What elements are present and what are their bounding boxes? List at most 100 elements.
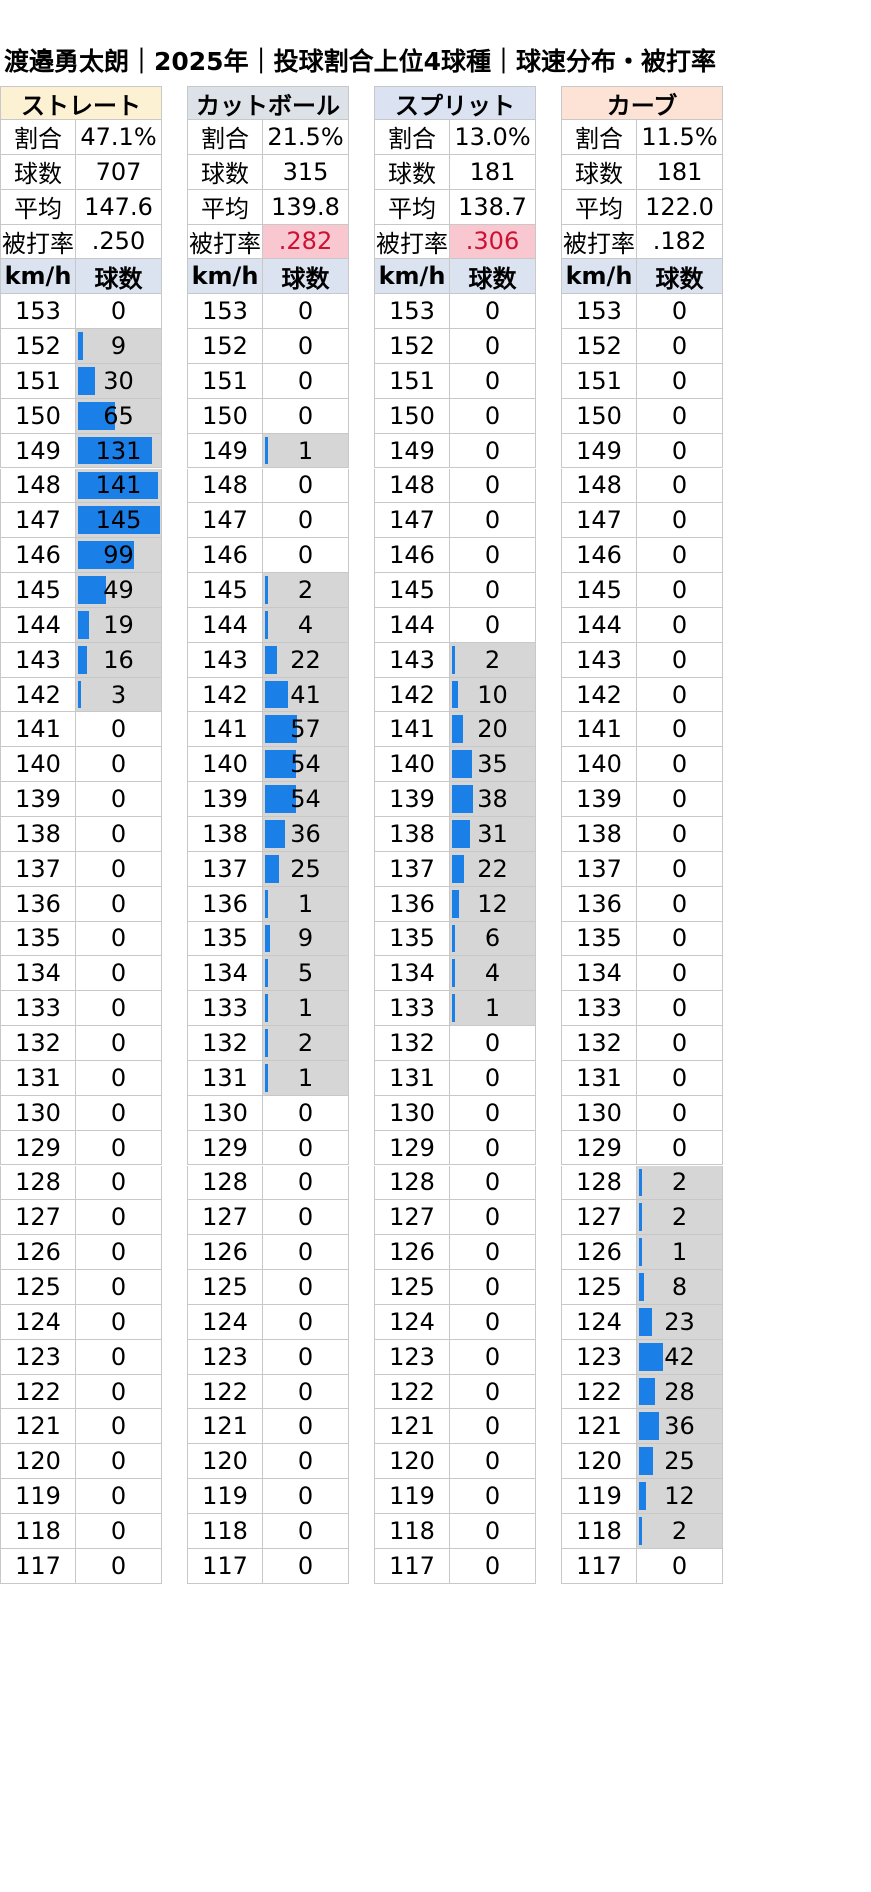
count-cell: 0 [76, 747, 162, 783]
count-cell: 0 [637, 503, 723, 539]
count-value: 20 [477, 715, 508, 744]
speed-label: 136 [0, 886, 76, 922]
summary-value-count: 181 [637, 154, 723, 190]
count-cell: 0 [76, 1200, 162, 1236]
count-value: 16 [103, 645, 134, 674]
count-cell: 0 [263, 1444, 349, 1480]
count-cell: 2 [263, 1026, 349, 1061]
count-cell: 4 [263, 607, 349, 643]
speed-label: 121 [0, 1409, 76, 1445]
count-value: 0 [297, 1238, 314, 1267]
speed-label: 126 [374, 1235, 450, 1271]
count-value: 0 [671, 436, 688, 465]
summary-value-count: 315 [263, 154, 349, 190]
count-cell: 0 [76, 1514, 162, 1549]
count-bar [265, 610, 268, 639]
count-cell: 0 [263, 329, 349, 364]
speed-label: 138 [561, 817, 637, 852]
count-cell: 0 [263, 398, 349, 434]
count-value: 0 [484, 1029, 501, 1058]
count-value: 0 [671, 401, 688, 430]
count-value: 0 [484, 1238, 501, 1267]
count-value: 65 [103, 401, 134, 430]
summary-label-count: 球数 [0, 154, 76, 190]
count-value: 0 [110, 1377, 127, 1406]
speed-label: 123 [0, 1339, 76, 1375]
count-bar [452, 854, 464, 883]
count-value: 0 [484, 1168, 501, 1197]
speed-label: 148 [561, 468, 637, 504]
summary-value-ba: .250 [76, 224, 162, 260]
count-value: 0 [484, 506, 501, 535]
count-cell: 0 [263, 1548, 349, 1584]
speed-label: 145 [187, 573, 263, 608]
count-cell: 99 [76, 538, 162, 574]
count-value: 0 [297, 332, 314, 361]
speed-label: 143 [0, 642, 76, 678]
count-bar [452, 959, 455, 988]
count-cell: 0 [637, 433, 723, 469]
summary-label-avg: 平均 [0, 189, 76, 225]
count-bar [265, 715, 297, 744]
speed-label: 122 [374, 1374, 450, 1410]
count-value: 0 [671, 332, 688, 361]
count-cell: 0 [450, 1095, 536, 1131]
count-cell: 38 [450, 782, 536, 817]
count-bar [452, 785, 473, 813]
speed-label: 142 [187, 677, 263, 713]
count-value: 0 [671, 471, 688, 500]
speed-label: 123 [561, 1339, 637, 1375]
summary-label-avg: 平均 [561, 189, 637, 225]
count-cell: 0 [637, 712, 723, 748]
count-value: 42 [664, 1342, 695, 1371]
speed-label: 152 [187, 329, 263, 364]
count-value: 0 [110, 959, 127, 988]
count-value: 2 [671, 1168, 688, 1197]
count-cell: 0 [637, 363, 723, 399]
summary-label-ratio: 割合 [187, 120, 263, 155]
count-cell: 42 [637, 1339, 723, 1375]
count-value: 0 [484, 1133, 501, 1162]
count-value: 3 [110, 680, 127, 709]
speed-label: 142 [374, 677, 450, 713]
count-value: 36 [664, 1412, 695, 1441]
count-value: 0 [110, 1168, 127, 1197]
count-cell: 0 [450, 1548, 536, 1584]
summary-value-ratio: 21.5% [263, 120, 349, 155]
count-cell: 20 [450, 712, 536, 748]
count-cell: 12 [637, 1479, 723, 1514]
count-value: 0 [671, 994, 688, 1023]
count-value: 31 [477, 819, 508, 848]
count-value: 0 [671, 541, 688, 570]
speed-label: 137 [561, 851, 637, 887]
count-cell: 0 [450, 1200, 536, 1236]
speed-label: 141 [0, 712, 76, 748]
count-value: 0 [484, 1063, 501, 1092]
speed-label: 134 [0, 956, 76, 992]
speed-label: 132 [0, 1026, 76, 1061]
count-cell: 0 [76, 782, 162, 817]
summary-value-ratio: 47.1% [76, 120, 162, 155]
speed-label: 146 [374, 538, 450, 574]
speed-label: 139 [374, 782, 450, 817]
count-bar [265, 1029, 268, 1057]
speed-label: 118 [374, 1514, 450, 1549]
count-cell: 0 [450, 607, 536, 643]
count-value: 0 [110, 1272, 127, 1301]
count-cell: 0 [637, 607, 723, 643]
speed-label: 150 [187, 398, 263, 434]
speed-label: 129 [0, 1130, 76, 1166]
count-cell: 0 [76, 1304, 162, 1340]
speed-label: 143 [187, 642, 263, 678]
speed-label: 119 [0, 1479, 76, 1514]
count-cell: 36 [263, 817, 349, 852]
column-header-balls: 球数 [76, 259, 162, 295]
count-cell: 4 [450, 956, 536, 992]
count-bar [78, 541, 134, 570]
count-cell: 0 [76, 1060, 162, 1096]
count-value: 0 [671, 297, 688, 326]
count-bar [78, 366, 95, 395]
count-value: 0 [671, 575, 688, 604]
summary-label-count: 球数 [374, 154, 450, 190]
count-value: 41 [290, 680, 321, 709]
